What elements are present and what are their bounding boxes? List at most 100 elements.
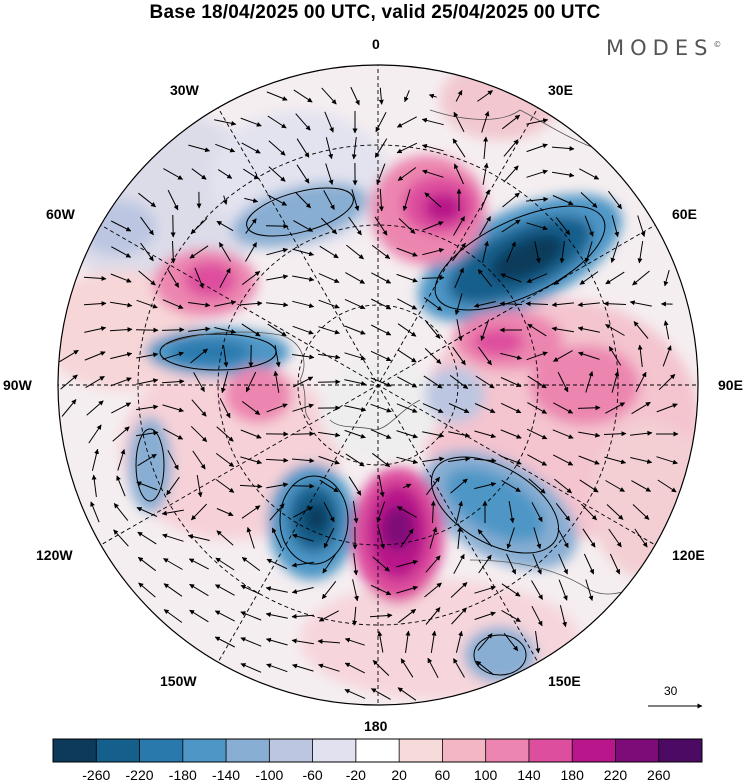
wind-arrow [526, 222, 548, 231]
wind-arrow [91, 448, 99, 471]
wind-arrow [377, 527, 386, 550]
wind-arrow [452, 346, 466, 366]
colorbar-tick-label: -100 [255, 767, 283, 783]
wind-arrow [189, 583, 209, 597]
wind-arrow [424, 582, 442, 598]
wind-arrow [451, 607, 467, 625]
wind-arrow [222, 195, 228, 205]
wind-arrow [138, 270, 156, 286]
wind-arrow [582, 528, 596, 548]
wind-arrow [216, 530, 234, 546]
wind-arrow [266, 247, 289, 256]
wind-arrow [344, 325, 366, 335]
wind-arrow [83, 275, 107, 281]
wind-vectors [59, 86, 679, 701]
wind-arrow [218, 242, 232, 262]
colorbar-swatch [442, 739, 486, 762]
wind-arrow [292, 403, 314, 412]
wind-arrow [478, 554, 492, 574]
wind-arrow [501, 219, 521, 233]
wind-arrow [508, 501, 515, 524]
wind-arrow [86, 400, 104, 416]
wind-arrow [656, 403, 678, 413]
wind-arrow [629, 300, 652, 307]
colorbar-tick-label: -20 [346, 767, 366, 783]
colorbar-swatch [615, 739, 660, 762]
wind-arrow [369, 613, 393, 619]
wind-arrow [190, 218, 208, 234]
wind-arrow [526, 118, 549, 125]
colorbar-tick-label: -220 [126, 767, 154, 783]
wind-arrow [578, 351, 600, 360]
wind-arrow [194, 267, 204, 289]
wind-arrow [396, 506, 417, 518]
wind-arrow [244, 197, 259, 203]
wind-arrow [266, 558, 288, 570]
wind-arrow [422, 247, 445, 256]
wind-arrow [240, 117, 262, 127]
wind-arrow [140, 216, 154, 236]
wind-arrow [425, 555, 441, 573]
wind-arrow [241, 557, 261, 571]
wind-arrow [219, 267, 231, 288]
wind-arrow [110, 301, 133, 308]
lon-label-90e: 90E [718, 377, 743, 393]
colorbar-swatch [528, 739, 573, 762]
wind-arrow [605, 402, 626, 414]
wind-arrow [402, 483, 412, 489]
wind-arrow [216, 426, 234, 442]
wind-arrow [477, 529, 493, 547]
wind-arrow [605, 324, 625, 336]
wind-arrow [606, 504, 624, 520]
wind-arrow [191, 168, 207, 180]
wind-arrow [555, 216, 571, 236]
wind-arrow [117, 449, 126, 471]
lon-label-150e: 150E [548, 673, 581, 689]
wind-arrow [480, 189, 490, 211]
wind-arrow [483, 136, 489, 160]
wind-arrow [265, 612, 288, 619]
wind-arrow [553, 402, 574, 414]
wind-arrow [116, 475, 126, 497]
colorbar-swatch [269, 739, 313, 762]
wind-arrow [291, 638, 314, 645]
wind-arrow [138, 582, 156, 598]
wind-arrow [474, 611, 496, 620]
wind-arrow [162, 533, 184, 542]
wind-arrow [396, 456, 419, 465]
wind-arrow [350, 86, 360, 106]
wind-arrow [370, 688, 391, 700]
wind-arrow [138, 192, 156, 208]
wind-arrow [292, 663, 314, 672]
wind-arrow [454, 163, 464, 185]
wind-arrow [140, 242, 154, 262]
colorbar-tick-label: -60 [302, 767, 322, 783]
wind-arrow [196, 475, 203, 498]
wind-arrow [344, 637, 365, 646]
wind-arrow [555, 502, 571, 522]
wind-arrow [267, 115, 287, 129]
wind-arrow [404, 90, 410, 103]
wind-arrow [291, 587, 314, 594]
wind-arrow [551, 146, 575, 152]
wind-arrow [91, 474, 97, 497]
wind-arrow [558, 553, 568, 575]
graticule [58, 65, 698, 705]
wind-arrow [321, 580, 337, 600]
colorbar-swatch [572, 739, 616, 762]
lon-label-60w: 60W [46, 206, 75, 222]
wind-arrow [188, 558, 209, 570]
wind-arrow [657, 479, 677, 493]
wind-arrow [59, 349, 79, 363]
wind-arrow [500, 352, 523, 360]
wind-arrow [191, 503, 207, 521]
wind-arrow [396, 403, 418, 413]
wind-arrow [162, 404, 184, 413]
wind-arrow [603, 301, 627, 307]
modes-logo: MODES© [606, 36, 722, 60]
wind-arrow [425, 321, 441, 339]
wind-arrow [241, 142, 261, 154]
wind-arrow [136, 430, 159, 437]
wind-arrow [605, 480, 625, 492]
wind-arrow [584, 215, 594, 237]
